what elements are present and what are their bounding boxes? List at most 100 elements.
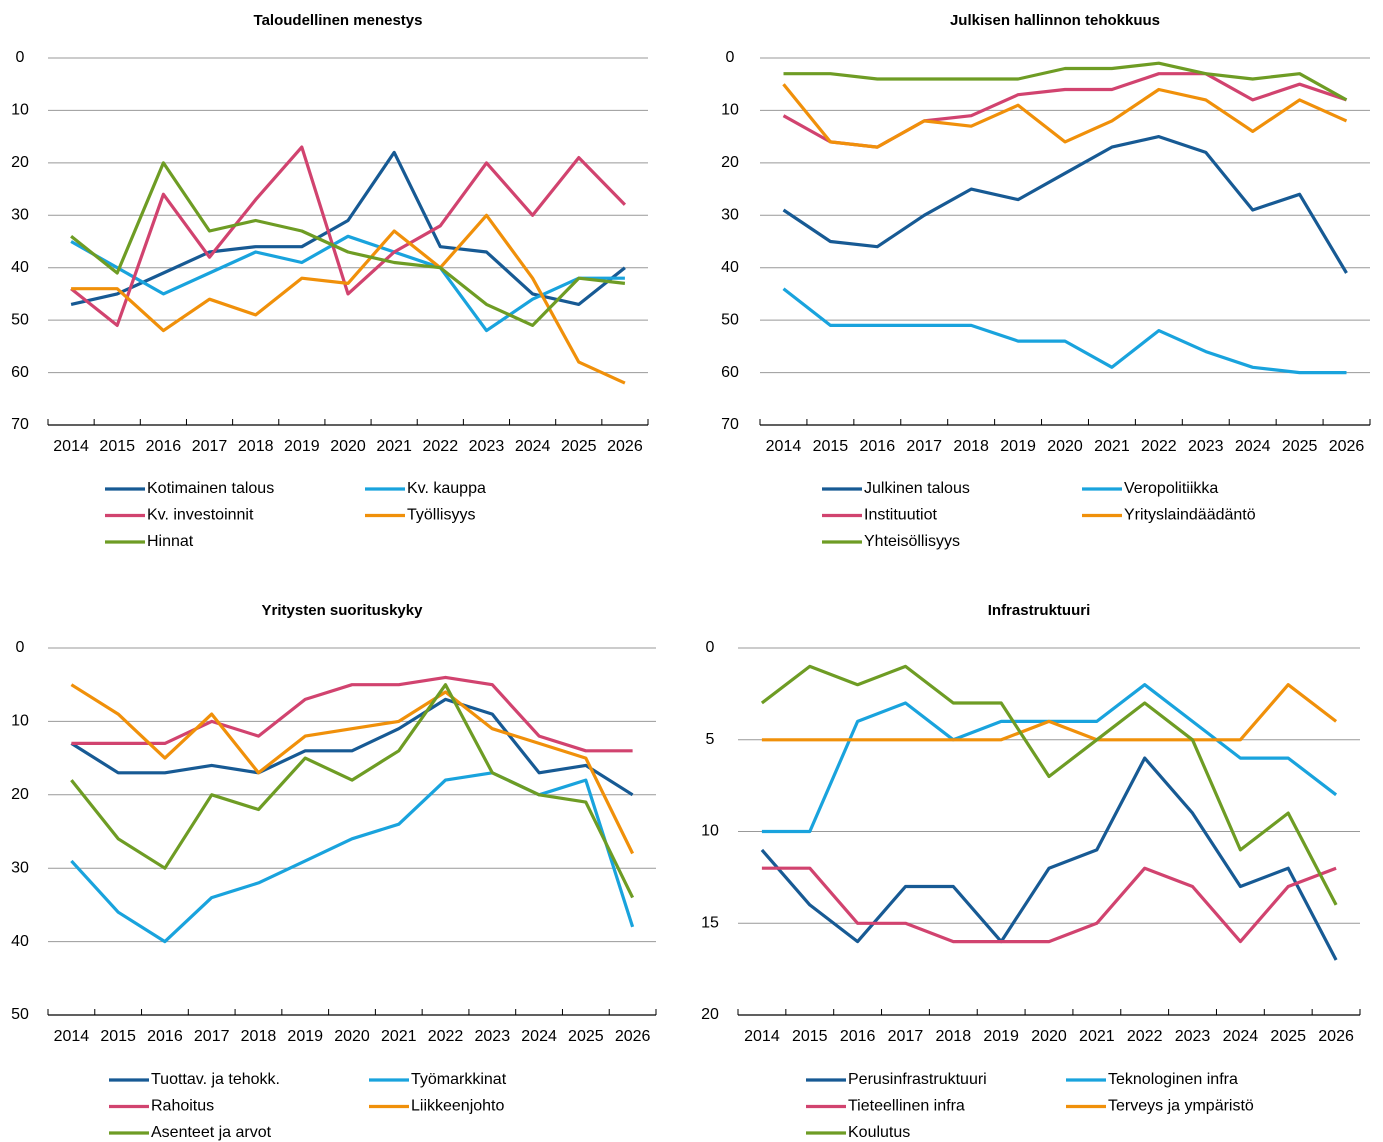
series-line (782, 135, 1348, 274)
x-tick-label: 2014 (766, 438, 802, 455)
legend-label: Yrityslaindäädäntö (1124, 507, 1256, 524)
x-tick-label: 2015 (813, 438, 849, 455)
y-tick-label: 60 (11, 364, 29, 381)
y-tick-label: 70 (11, 416, 29, 433)
series-line (70, 683, 635, 855)
series-line (70, 145, 627, 327)
x-tick-label: 2026 (615, 1028, 651, 1045)
y-tick-label: 30 (11, 859, 29, 876)
y-tick-label: 30 (721, 207, 739, 224)
y-tick-label: 50 (721, 311, 739, 328)
y-tick-label: 40 (11, 259, 29, 276)
series-line (783, 61, 1348, 102)
x-tick-label: 2024 (1235, 438, 1271, 455)
y-tick-label: 0 (706, 639, 715, 656)
y-tick-label: 10 (701, 823, 719, 840)
chart-title: Taloudellinen menestys (254, 12, 423, 29)
x-tick-label: 2026 (607, 438, 643, 455)
legend-label: Työllisyys (407, 507, 475, 524)
x-tick-label: 2018 (238, 438, 274, 455)
x-tick-label: 2015 (99, 438, 135, 455)
legend-label: Koulutus (848, 1124, 910, 1141)
x-tick-label: 2023 (469, 438, 505, 455)
x-tick-label: 2024 (1223, 1028, 1259, 1045)
x-tick-label: 2022 (1127, 1028, 1163, 1045)
x-tick-label: 2016 (840, 1028, 876, 1045)
legend-label: Rahoitus (151, 1098, 214, 1115)
legend-label: Terveys ja ympäristö (1108, 1098, 1254, 1115)
x-tick-label: 2023 (475, 1028, 511, 1045)
x-tick-label: 2021 (1079, 1028, 1115, 1045)
x-tick-label: 2014 (744, 1028, 780, 1045)
y-tick-label: 20 (701, 1006, 719, 1023)
series-line (761, 866, 1337, 944)
series-line (761, 683, 1338, 742)
x-tick-label: 2017 (888, 1028, 924, 1045)
x-tick-label: 2017 (194, 1028, 230, 1045)
y-tick-label: 0 (16, 49, 25, 66)
legend-label: Teknologinen infra (1108, 1071, 1238, 1088)
legend-label: Perusinfrastruktuuri (848, 1071, 987, 1088)
x-tick-label: 2019 (983, 1028, 1019, 1045)
y-tick-label: 40 (11, 933, 29, 950)
x-tick-label: 2025 (568, 1028, 604, 1045)
x-tick-label: 2020 (1031, 1028, 1067, 1045)
y-tick-label: 20 (721, 154, 739, 171)
chart-title: Infrastruktuuri (988, 602, 1091, 619)
y-tick-label: 20 (11, 786, 29, 803)
x-tick-label: 2022 (428, 1028, 464, 1045)
x-tick-label: 2021 (1094, 438, 1130, 455)
x-tick-label: 2023 (1188, 438, 1224, 455)
x-tick-label: 2022 (423, 438, 459, 455)
x-tick-label: 2018 (936, 1028, 972, 1045)
x-tick-label: 2026 (1318, 1028, 1354, 1045)
legend-label: Kv. investoinnit (147, 507, 254, 524)
legend-label: Hinnat (147, 533, 194, 550)
x-tick-label: 2022 (1141, 438, 1177, 455)
y-tick-label: 10 (11, 102, 29, 119)
x-tick-label: 2017 (906, 438, 942, 455)
y-tick-label: 15 (701, 914, 719, 931)
y-tick-label: 10 (11, 713, 29, 730)
series-line (70, 697, 634, 797)
y-tick-label: 0 (16, 639, 25, 656)
x-tick-label: 2020 (1047, 438, 1083, 455)
x-tick-label: 2019 (284, 438, 320, 455)
x-tick-label: 2019 (287, 1028, 323, 1045)
x-tick-label: 2024 (515, 438, 551, 455)
y-tick-label: 60 (721, 364, 739, 381)
y-tick-label: 0 (726, 49, 735, 66)
series-line (782, 287, 1347, 375)
legend-label: Kotimainen talous (147, 480, 274, 497)
y-tick-label: 50 (11, 1006, 29, 1023)
x-tick-label: 2014 (53, 438, 89, 455)
series-line (70, 150, 626, 306)
legend-label: Instituutiot (864, 507, 937, 524)
series-line (70, 683, 635, 899)
x-tick-label: 2025 (1282, 438, 1318, 455)
x-tick-label: 2014 (54, 1028, 90, 1045)
x-tick-label: 2018 (241, 1028, 277, 1045)
series-line (760, 756, 1338, 961)
series-line (70, 771, 635, 944)
series-line (70, 234, 625, 333)
y-tick-label: 50 (11, 311, 29, 328)
x-tick-label: 2018 (953, 438, 989, 455)
x-tick-label: 2015 (100, 1028, 136, 1045)
legend-label: Tuottav. ja tehokk. (151, 1071, 280, 1088)
x-tick-label: 2021 (381, 1028, 417, 1045)
legend-label: Kv. kauppa (407, 480, 486, 497)
chart-title: Julkisen hallinnon tehokkuus (950, 12, 1160, 29)
y-tick-label: 5 (706, 731, 715, 748)
x-tick-label: 2016 (146, 438, 182, 455)
series-line (71, 213, 626, 385)
y-tick-label: 40 (721, 259, 739, 276)
x-tick-label: 2020 (330, 438, 366, 455)
x-tick-label: 2016 (147, 1028, 183, 1045)
x-tick-label: 2015 (792, 1028, 828, 1045)
legend-label: Työmarkkinat (411, 1071, 507, 1088)
legend-label: Liikkeenjohto (411, 1098, 505, 1115)
series-line (70, 161, 626, 327)
x-tick-label: 2023 (1175, 1028, 1211, 1045)
